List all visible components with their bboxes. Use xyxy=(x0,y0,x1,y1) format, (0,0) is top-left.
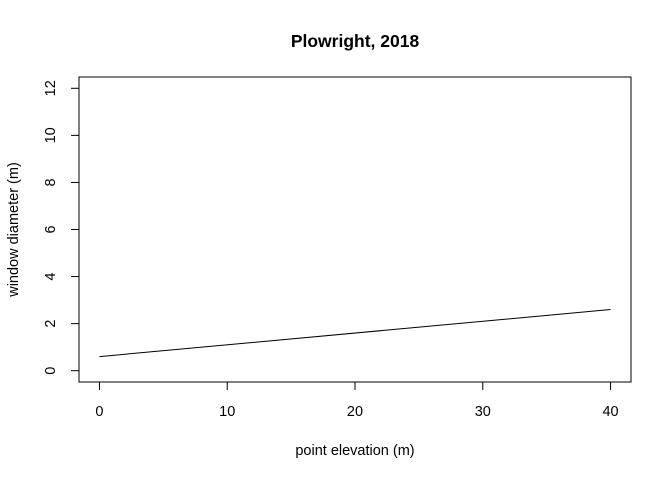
series-layer xyxy=(99,309,611,358)
x-tick-label: 20 xyxy=(347,404,363,420)
y-tick-label: 6 xyxy=(43,225,59,233)
y-tick-label: 4 xyxy=(43,273,59,281)
y-axis-label: window diameter (m) xyxy=(6,162,22,298)
x-axis-label: point elevation (m) xyxy=(295,443,414,459)
x-axis: 0 10 20 30 40 xyxy=(95,381,619,420)
x-tick-label: 30 xyxy=(475,404,491,420)
y-tick-label: 12 xyxy=(43,80,59,96)
y-axis: 0 2 4 6 8 10 12 xyxy=(43,80,80,375)
y-tick-label: 0 xyxy=(43,367,59,375)
chart-title: Plowright, 2018 xyxy=(291,31,420,51)
y-tick-label: 10 xyxy=(43,127,59,143)
plot-frame xyxy=(78,76,632,383)
y-tick-label: 8 xyxy=(43,178,59,186)
x-tick-label: 40 xyxy=(602,404,618,420)
x-tick-label: 10 xyxy=(219,404,235,420)
series-line xyxy=(99,309,611,358)
y-tick-label: 2 xyxy=(43,320,59,328)
x-tick-label: 0 xyxy=(95,404,103,420)
